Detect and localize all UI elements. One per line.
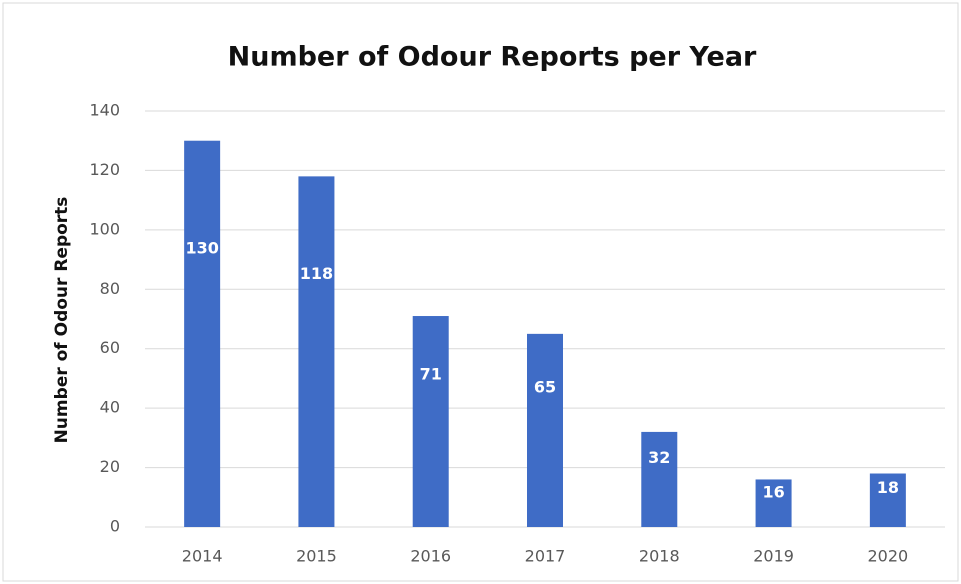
bar bbox=[755, 479, 792, 527]
bar bbox=[412, 316, 449, 527]
x-tick-label: 2016 bbox=[410, 547, 451, 566]
data-label: 65 bbox=[534, 377, 556, 396]
bar bbox=[527, 333, 563, 527]
y-tick-label: 20 bbox=[100, 457, 120, 476]
y-tick-label: 100 bbox=[89, 219, 120, 238]
bar bbox=[869, 473, 906, 527]
bar bbox=[298, 176, 335, 527]
chart-title: Number of Odour Reports per Year bbox=[228, 42, 757, 73]
data-label: 16 bbox=[762, 482, 784, 501]
data-label: 71 bbox=[420, 365, 442, 384]
y-tick-label: 40 bbox=[100, 398, 120, 417]
bar bbox=[184, 140, 221, 527]
y-tick-label: 60 bbox=[100, 338, 120, 357]
data-label: 18 bbox=[877, 478, 899, 497]
data-label: 130 bbox=[185, 238, 218, 257]
y-axis-label: Number of Odour Reports bbox=[52, 197, 72, 444]
x-tick-label: 2019 bbox=[753, 547, 794, 566]
x-tick-label: 2018 bbox=[639, 547, 680, 566]
x-tick-label: 2017 bbox=[525, 547, 566, 566]
x-tick-label: 2020 bbox=[867, 547, 908, 566]
y-tick-label: 120 bbox=[89, 160, 120, 179]
y-tick-label: 0 bbox=[110, 517, 120, 536]
y-tick-label: 140 bbox=[89, 101, 120, 120]
x-tick-label: 2014 bbox=[182, 547, 223, 566]
y-tick-label: 80 bbox=[100, 279, 120, 298]
data-label: 118 bbox=[300, 264, 333, 283]
bar bbox=[641, 431, 678, 527]
data-label: 32 bbox=[648, 448, 670, 467]
x-tick-label: 2015 bbox=[296, 547, 337, 566]
